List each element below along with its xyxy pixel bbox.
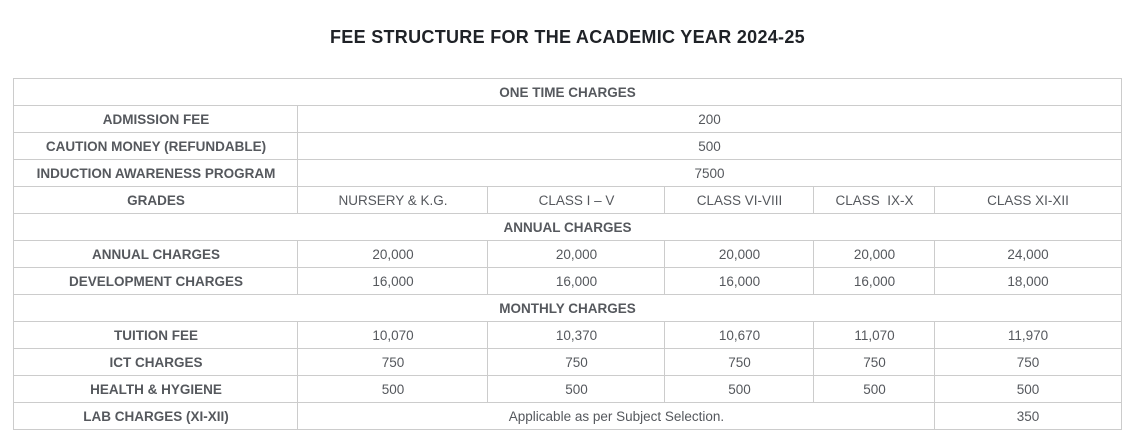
grade-column-class-i-v: CLASS I – V bbox=[487, 186, 666, 214]
development-charges-class-vi-viii: 16,000 bbox=[664, 267, 815, 295]
section-row-monthly: MONTHLY CHARGES bbox=[13, 294, 1122, 322]
grade-column-class-xi-xii: CLASS XI-XII bbox=[934, 186, 1122, 214]
annual-charges-nursery: 20,000 bbox=[297, 240, 489, 268]
health-hygiene-class-i-v: 500 bbox=[487, 375, 666, 403]
tuition-fee-class-ix-x: 11,070 bbox=[813, 321, 936, 349]
grade-column-nursery-kg: NURSERY & K.G. bbox=[297, 186, 489, 214]
tuition-fee-nursery: 10,070 bbox=[297, 321, 489, 349]
ict-charges-class-i-v: 750 bbox=[487, 348, 666, 376]
annual-charges-class-i-v: 20,000 bbox=[487, 240, 666, 268]
table-row-lab-charges: LAB CHARGES (XI-XII) Applicable as per S… bbox=[13, 402, 1122, 430]
row-value-admission-fee: 200 bbox=[297, 105, 1122, 133]
row-label-annual-charges: ANNUAL CHARGES bbox=[13, 240, 299, 268]
annual-charges-class-ix-x: 20,000 bbox=[813, 240, 936, 268]
table-row-development-charges: DEVELOPMENT CHARGES 16,000 16,000 16,000… bbox=[13, 267, 1122, 295]
lab-charges-note: Applicable as per Subject Selection. bbox=[297, 402, 936, 430]
ict-charges-class-xi-xii: 750 bbox=[934, 348, 1122, 376]
row-value-induction-awareness: 7500 bbox=[297, 159, 1122, 187]
section-header-annual-charges: ANNUAL CHARGES bbox=[13, 213, 1122, 241]
row-label-caution-money: CAUTION MONEY (REFUNDABLE) bbox=[13, 132, 299, 160]
row-label-grades: GRADES bbox=[13, 186, 299, 214]
health-hygiene-class-ix-x: 500 bbox=[813, 375, 936, 403]
tuition-fee-class-i-v: 10,370 bbox=[487, 321, 666, 349]
tuition-fee-class-vi-viii: 10,670 bbox=[664, 321, 815, 349]
row-label-tuition-fee: TUITION FEE bbox=[13, 321, 299, 349]
page-title: FEE STRUCTURE FOR THE ACADEMIC YEAR 2024… bbox=[330, 27, 805, 47]
row-label-health-hygiene: HEALTH & HYGIENE bbox=[13, 375, 299, 403]
table-row-health-hygiene: HEALTH & HYGIENE 500 500 500 500 500 bbox=[13, 375, 1122, 403]
table-row-induction-awareness: INDUCTION AWARENESS PROGRAM 7500 bbox=[13, 159, 1122, 187]
annual-charges-class-xi-xii: 24,000 bbox=[934, 240, 1122, 268]
ict-charges-class-ix-x: 750 bbox=[813, 348, 936, 376]
row-label-development-charges: DEVELOPMENT CHARGES bbox=[13, 267, 299, 295]
section-row-annual: ANNUAL CHARGES bbox=[13, 213, 1122, 241]
table-row-tuition-fee: TUITION FEE 10,070 10,370 10,670 11,070 … bbox=[13, 321, 1122, 349]
ict-charges-class-vi-viii: 750 bbox=[664, 348, 815, 376]
ict-charges-nursery: 750 bbox=[297, 348, 489, 376]
development-charges-class-xi-xii: 18,000 bbox=[934, 267, 1122, 295]
lab-charges-class-xi-xii: 350 bbox=[934, 402, 1122, 430]
tuition-fee-class-xi-xii: 11,970 bbox=[934, 321, 1122, 349]
table-row-grades: GRADES NURSERY & K.G. CLASS I – V CLASS … bbox=[13, 186, 1122, 214]
health-hygiene-class-vi-viii: 500 bbox=[664, 375, 815, 403]
grade-column-class-ix-x: CLASS IX-X bbox=[813, 186, 936, 214]
health-hygiene-nursery: 500 bbox=[297, 375, 489, 403]
row-label-lab-charges: LAB CHARGES (XI-XII) bbox=[13, 402, 299, 430]
section-header-one-time-charges: ONE TIME CHARGES bbox=[13, 78, 1122, 106]
development-charges-nursery: 16,000 bbox=[297, 267, 489, 295]
row-value-caution-money: 500 bbox=[297, 132, 1122, 160]
section-row-one-time: ONE TIME CHARGES bbox=[13, 78, 1122, 106]
section-header-monthly-charges: MONTHLY CHARGES bbox=[13, 294, 1122, 322]
development-charges-class-ix-x: 16,000 bbox=[813, 267, 936, 295]
table-row-admission-fee: ADMISSION FEE 200 bbox=[13, 105, 1122, 133]
table-row-caution-money: CAUTION MONEY (REFUNDABLE) 500 bbox=[13, 132, 1122, 160]
row-label-ict-charges: ICT CHARGES bbox=[13, 348, 299, 376]
row-label-induction-awareness: INDUCTION AWARENESS PROGRAM bbox=[13, 159, 299, 187]
fee-structure-table: ONE TIME CHARGES ADMISSION FEE 200 CAUTI… bbox=[13, 78, 1122, 430]
health-hygiene-class-xi-xii: 500 bbox=[934, 375, 1122, 403]
development-charges-class-i-v: 16,000 bbox=[487, 267, 666, 295]
annual-charges-class-vi-viii: 20,000 bbox=[664, 240, 815, 268]
row-label-admission-fee: ADMISSION FEE bbox=[13, 105, 299, 133]
table-row-ict-charges: ICT CHARGES 750 750 750 750 750 bbox=[13, 348, 1122, 376]
table-row-annual-charges: ANNUAL CHARGES 20,000 20,000 20,000 20,0… bbox=[13, 240, 1122, 268]
grade-column-class-vi-viii: CLASS VI-VIII bbox=[664, 186, 815, 214]
